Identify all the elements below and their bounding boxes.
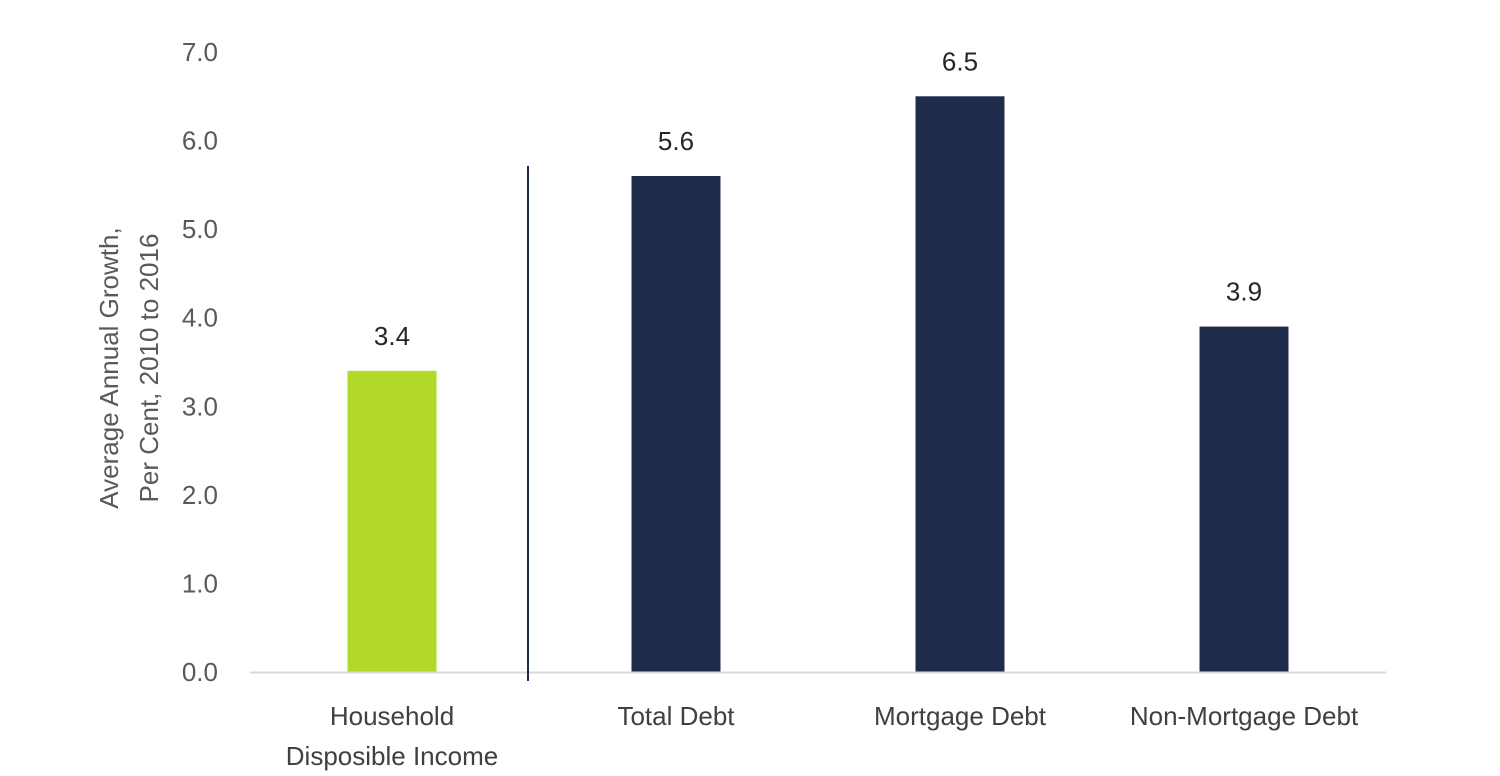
- bar: [915, 96, 1005, 673]
- y-tick-label: 3.0: [182, 391, 218, 421]
- y-tick-label: 6.0: [182, 126, 218, 156]
- x-tick-label: Total Debt: [617, 701, 735, 731]
- y-axis-title-line-1: Average Annual Growth,: [94, 227, 124, 508]
- x-axis-labels: Household Disposible Income Total Debt Mort…: [286, 701, 1359, 771]
- data-labels: 3.4 5.6 6.5 3.9: [374, 46, 1262, 351]
- y-tick-label: 2.0: [182, 480, 218, 510]
- y-tick-label: 1.0: [182, 568, 218, 598]
- bar: [1199, 326, 1289, 672]
- y-tick-label: 5.0: [182, 214, 218, 244]
- bars: [347, 96, 1289, 673]
- y-axis-title: Average Annual Growth, Per Cent, 2010 to…: [94, 227, 164, 508]
- x-tick-label: Mortgage Debt: [874, 701, 1047, 731]
- y-axis-title-line-2: Per Cent, 2010 to 2016: [134, 234, 164, 503]
- data-label: 5.6: [658, 126, 694, 156]
- data-label: 6.5: [942, 46, 978, 76]
- x-tick-label: Household Disposible Income: [286, 701, 498, 771]
- data-label: 3.4: [374, 321, 410, 351]
- y-axis-ticks: 0.0 1.0 2.0 3.0 4.0 5.0 6.0 7.0: [182, 37, 218, 687]
- bar: [347, 370, 437, 672]
- x-tick-label: Non-Mortgage Debt: [1130, 701, 1359, 731]
- data-label: 3.9: [1226, 277, 1262, 307]
- y-tick-label: 0.0: [182, 657, 218, 687]
- y-tick-label: 4.0: [182, 303, 218, 333]
- bar: [631, 176, 721, 672]
- y-tick-label: 7.0: [182, 37, 218, 67]
